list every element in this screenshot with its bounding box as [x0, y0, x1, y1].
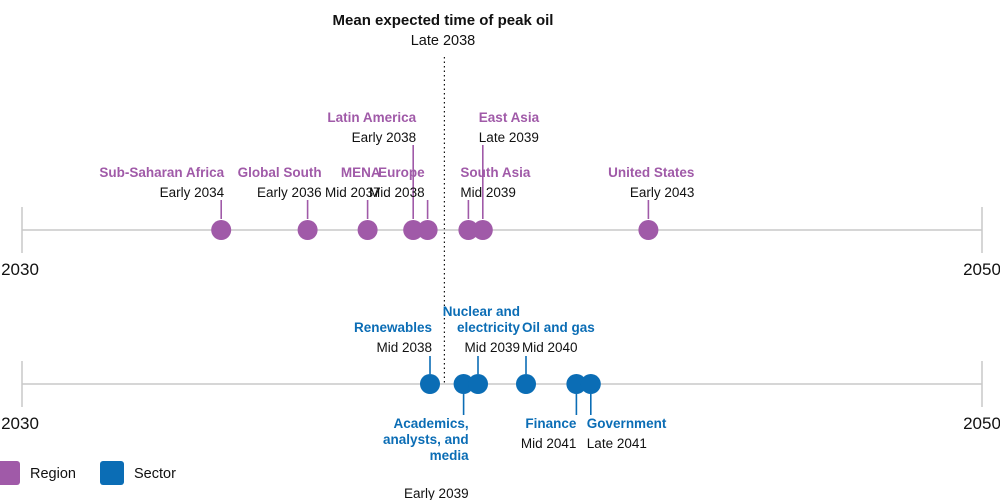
point-united-states: United States Early 2043 — [608, 165, 694, 240]
label-latin-america: Latin America — [327, 110, 416, 125]
point-nuclear-and-electricity: Nuclear and electricity Mid 2039 — [443, 304, 521, 394]
marker-academics-analysts-and-media — [453, 374, 474, 394]
label-europe: Europe — [378, 165, 425, 180]
time-government: Late 2041 — [587, 436, 647, 451]
time-latin-america: Early 2038 — [352, 130, 417, 145]
label-renewables: Renewables — [354, 320, 432, 335]
label-nuclear-and-electricity: Nuclear and electricity — [443, 304, 521, 335]
point-europe: Europe Mid 2038 — [369, 165, 438, 240]
time-academics-analysts-and-media: Early 2039 — [404, 486, 469, 500]
legend-item-sector: Sector — [100, 461, 176, 485]
time-oil-and-gas: Mid 2040 — [522, 340, 578, 355]
sector-points: Renewables Mid 2038 Academics, analysts, an… — [354, 304, 667, 500]
point-academics-analysts-and-media: Academics, analysts, and media Early 2039 — [383, 374, 474, 500]
point-global-south: Global South Early 2036 — [238, 165, 322, 240]
region-points: Sub-Saharan Africa Early 2034 Global South… — [99, 110, 694, 240]
region-axis: 2030 2050 — [1, 207, 1000, 279]
label-finance: Finance — [525, 416, 577, 431]
marker-united-states — [638, 220, 659, 240]
sector-axis-end-label: 2050 — [963, 414, 1000, 433]
point-latin-america: Latin America Early 2038 — [327, 110, 424, 240]
sector-axis: 2030 2050 — [1, 361, 1000, 433]
marker-renewables — [420, 374, 440, 394]
legend-swatch-region — [0, 461, 20, 485]
label-line: Academics, — [394, 416, 469, 431]
legend: Region Sector — [0, 461, 176, 485]
marker-sub-saharan-africa — [211, 220, 232, 240]
marker-south-asia — [458, 220, 479, 240]
time-renewables: Mid 2038 — [376, 340, 432, 355]
time-mena: Mid 2037 — [325, 185, 381, 200]
chart-title: Mean expected time of peak oil — [333, 12, 554, 29]
marker-global-south — [297, 220, 318, 240]
chart-header: Mean expected time of peak oil Late 2038 — [333, 12, 554, 49]
marker-latin-america — [403, 220, 424, 240]
region-axis-start-label: 2030 — [1, 260, 39, 279]
label-united-states: United States — [608, 165, 694, 180]
label-oil-and-gas: Oil and gas — [522, 320, 595, 335]
time-east-asia: Late 2039 — [479, 130, 539, 145]
label-line: electricity — [457, 320, 521, 335]
marker-government — [580, 374, 601, 394]
point-renewables: Renewables Mid 2038 — [354, 320, 440, 394]
region-axis-end-label: 2050 — [963, 260, 1000, 279]
point-finance: Finance Mid 2041 — [521, 374, 587, 451]
marker-nuclear-and-electricity — [468, 374, 488, 394]
label-line: analysts, and — [383, 432, 469, 447]
sector-axis-start-label: 2030 — [1, 414, 39, 433]
label-government: Government — [587, 416, 667, 431]
point-mena: MENA Mid 2037 — [325, 165, 381, 240]
legend-item-region: Region — [0, 461, 76, 485]
chart-subtitle: Late 2038 — [411, 33, 476, 49]
point-east-asia: East Asia Late 2039 — [472, 110, 540, 240]
label-line: Nuclear and — [443, 304, 520, 319]
legend-label-sector: Sector — [134, 466, 176, 482]
time-global-south: Early 2036 — [257, 185, 322, 200]
marker-mena — [357, 220, 378, 240]
label-line: media — [430, 448, 470, 463]
legend-label-region: Region — [30, 466, 76, 482]
legend-swatch-sector — [100, 461, 124, 485]
label-east-asia: East Asia — [479, 110, 540, 125]
time-europe: Mid 2038 — [369, 185, 425, 200]
label-sub-saharan-africa: Sub-Saharan Africa — [99, 165, 224, 180]
time-finance: Mid 2041 — [521, 436, 577, 451]
marker-europe — [417, 220, 438, 240]
time-united-states: Early 2043 — [630, 185, 695, 200]
label-south-asia: South Asia — [460, 165, 530, 180]
point-south-asia: South Asia Mid 2039 — [458, 165, 531, 240]
time-south-asia: Mid 2039 — [460, 185, 516, 200]
point-government: Government Late 2041 — [580, 374, 667, 451]
point-oil-and-gas: Oil and gas Mid 2040 — [516, 320, 595, 394]
time-sub-saharan-africa: Early 2034 — [160, 185, 225, 200]
label-mena: MENA — [341, 165, 381, 180]
time-nuclear-and-electricity: Mid 2039 — [464, 340, 520, 355]
marker-oil-and-gas — [516, 374, 536, 394]
marker-finance — [566, 374, 587, 394]
label-academics-analysts-and-media: Academics, analysts, and media — [383, 416, 469, 463]
point-sub-saharan-africa: Sub-Saharan Africa Early 2034 — [99, 165, 232, 240]
marker-east-asia — [472, 220, 493, 240]
label-global-south: Global South — [238, 165, 322, 180]
